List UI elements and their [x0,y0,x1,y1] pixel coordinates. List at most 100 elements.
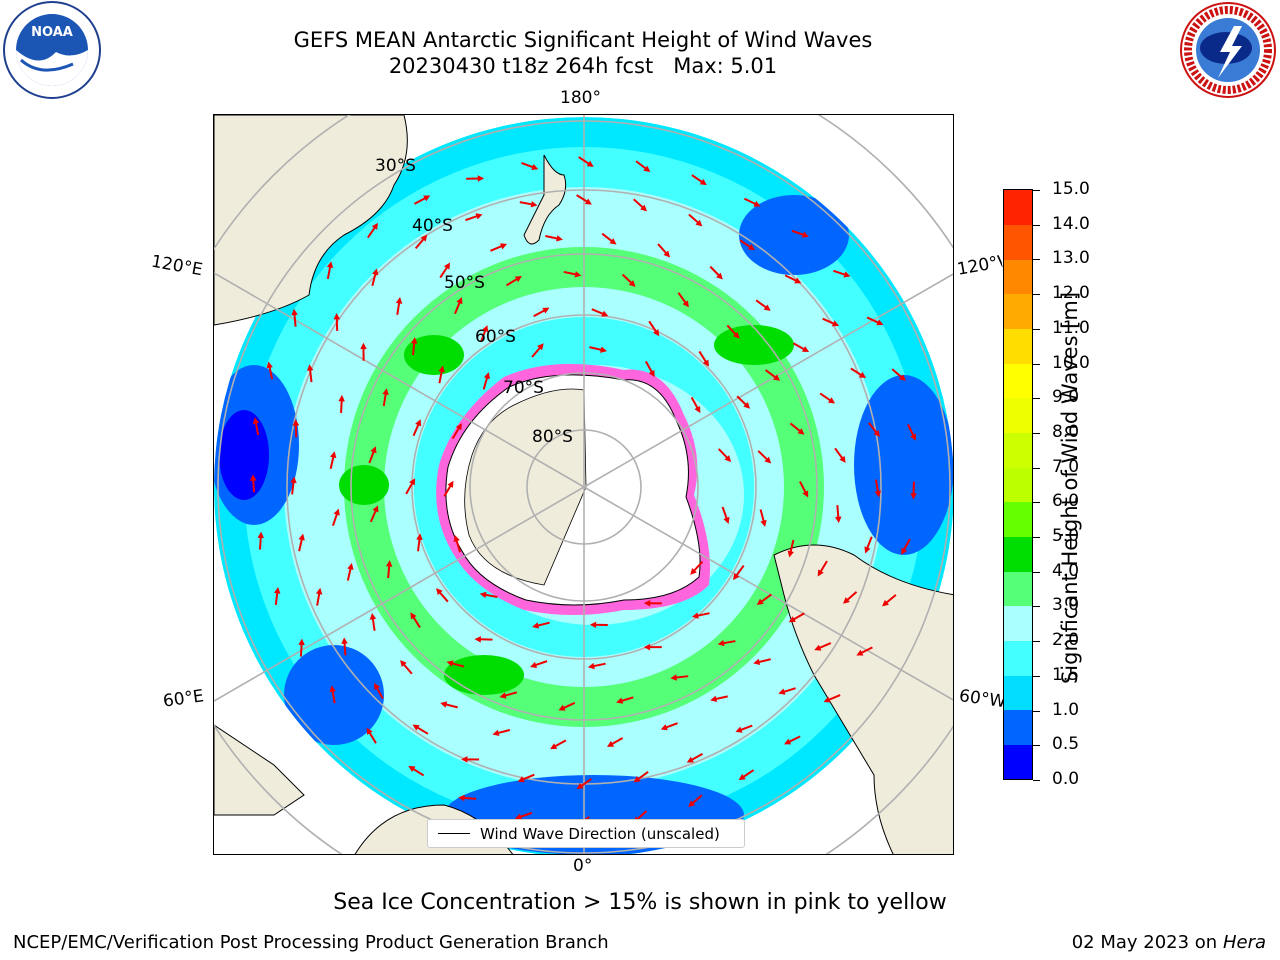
wave-arrow-head [436,588,443,596]
wave-arrow-head [532,622,540,629]
lat-label-60s: 60°S [475,327,516,347]
colorbar-tick [1033,571,1040,573]
footer-date: 02 May 2023 on Hera [1072,932,1266,953]
colorbar-segment [1004,259,1032,295]
wave-arrow-head [835,516,842,524]
nws-logo-icon [1180,2,1276,98]
lon-label-180: 180° [560,88,601,108]
wave-arrow-head [483,372,491,380]
wave-arrow-head [412,724,420,731]
lon-label-120e: 120°E [149,251,205,281]
lat-label-80s: 80°S [532,427,573,447]
wave-arrow-head [530,201,538,208]
colorbar-tick-label: 15.0 [1052,179,1090,199]
wave-arrow-head [787,550,794,558]
wave-arrow-head [341,637,348,644]
wave-arrow-head [898,374,906,381]
wave-arrow-head [475,213,483,220]
wave-arrow-head [409,478,416,486]
colorbar-tick-label: 2.0 [1052,630,1080,651]
colorbar-tick [1033,294,1040,296]
colorbar-tick-label: 0.5 [1052,734,1080,755]
wave-arrow-head [688,800,696,807]
wave-height-field: 30°S 40°S 50°S 60°S 70°S 80°S [214,115,953,854]
colorbar-tick-label: 11.0 [1052,317,1090,338]
colorbar-tick [1033,537,1040,539]
footer-date-text: 02 May 2023 on [1071,932,1218,953]
wave-arrow-head [723,516,730,524]
wave-arrow-head [802,490,809,498]
wave-arrow-head [764,456,772,464]
wave-arrow-head [648,369,655,378]
wave-arrow-head [499,692,507,699]
colorbar-segment [1004,467,1032,503]
wave-arrow-head [250,474,257,481]
wave-arrow-head [374,682,381,690]
wave-arrow-head [298,638,305,646]
wave-arrow-head [699,178,707,186]
colorbar-tick-label: 0.0 [1052,769,1080,789]
wave-arrow-head [910,433,916,441]
colorbar-tick [1033,363,1040,365]
wave-arrow-head [531,163,539,171]
wave-arrow-head [609,238,617,245]
legend-label: Wind Wave Direction (unscaled) [480,824,720,843]
wave-arrow-head [643,165,651,173]
wave-arrow-head [633,776,641,783]
colorbar-tick-label: 1.0 [1052,699,1080,720]
wave-arrow-head [827,397,836,404]
wave-arrow-head [530,661,538,668]
wave-arrow-head [600,346,607,353]
wave-arrow-head [640,204,648,212]
wave-arrow-head [479,591,487,599]
wave-arrow-head [735,726,743,733]
wave-arrow-head [823,696,831,703]
wave-arrow-head [315,587,323,595]
wave-arrow-head [252,417,260,425]
colorbar-segment [1004,709,1032,745]
footer-credit: NCEP/EMC/Verification Post Processing Pr… [13,932,609,953]
wave-arrow-head [586,160,594,167]
wave-arrow-head [784,738,792,745]
colorbar-segment [1004,190,1032,226]
wave-arrow-head [733,573,740,581]
colorbar-tick [1033,780,1040,781]
wave-arrow-head [370,446,377,454]
wave-arrow-head [601,310,609,317]
wave-arrow-head [330,451,337,459]
colorbar-tick [1033,398,1040,400]
wave-arrow-head [558,704,566,711]
wave-arrow-head [274,586,281,594]
colorbar-segment [1004,571,1032,607]
wave-arrow-head [461,756,468,763]
wave-arrow-head [474,636,481,643]
map-subtitle: 20230430 t18z 264h fcst Max: 5.01 [388,54,778,78]
wave-arrow-head [882,599,890,607]
colorbar-segment [1004,501,1032,537]
wave-arrow-head [443,262,451,270]
wave-arrow-head [438,365,445,373]
colorbar-tick-label: 10.0 [1052,352,1090,373]
wave-arrow-head [842,597,850,604]
wave-arrow-head [859,371,867,379]
wave-arrow-head [333,508,340,516]
colorbar-segment [1004,397,1032,434]
wave-arrow-head [652,329,660,337]
map-title: GEFS MEAN Antarctic Significant Height o… [293,28,873,52]
colorbar-tick-label: 14.0 [1052,213,1090,234]
colorbar-tick [1033,432,1040,434]
wave-arrow-head [797,428,805,435]
wave-arrow-head [773,374,781,381]
wave-arrow-head [756,598,764,605]
wave-arrow-head [856,649,864,656]
wave-arrow-head [416,533,423,541]
wave-arrow-head [686,756,694,763]
wave-arrow-head [266,361,273,369]
wave-arrow-head [360,342,367,350]
wave-arrow-head [794,277,802,284]
colorbar-tick [1033,502,1040,504]
wave-arrow-head [760,519,767,527]
wave-arrow-head [420,234,428,242]
wave-arrow-head [291,308,298,316]
wave-arrow-head [514,276,522,283]
